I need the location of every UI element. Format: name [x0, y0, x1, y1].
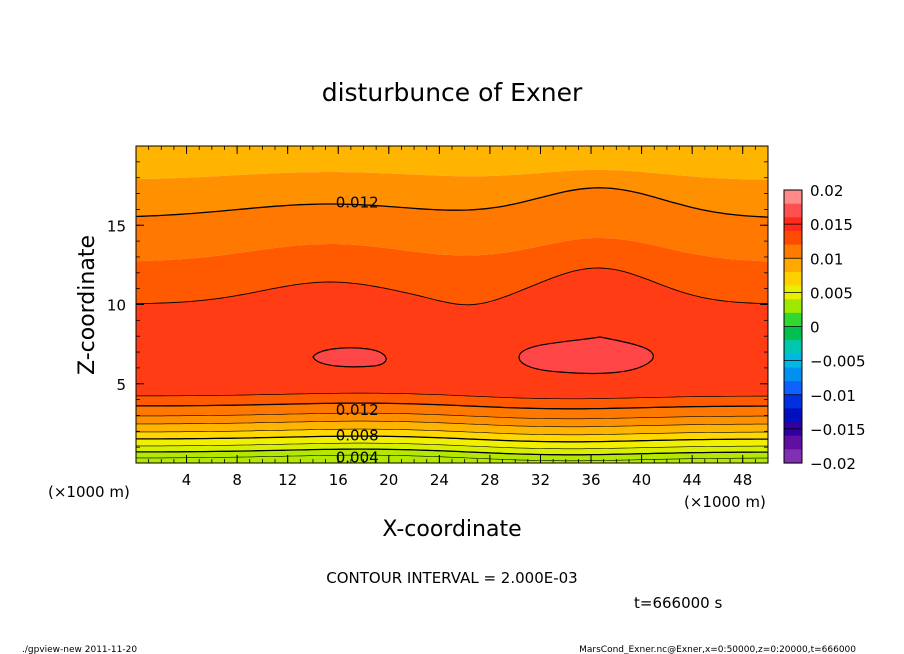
colorbar-label: −0.02 [810, 455, 856, 473]
contour-label: 0.004 [336, 449, 379, 467]
contour-line [136, 392, 768, 400]
colorbar-swatch [784, 408, 802, 423]
band-lower-amber [136, 421, 768, 435]
footer-right: MarsCond_Exner.nc@Exner,x=0:50000,z=0:20… [579, 645, 856, 654]
band-dark-orange [136, 187, 768, 262]
colorbar-swatch [784, 435, 802, 450]
x-axis: 4 8 12 16 20 24 28 32 36 40 44 48 [148, 146, 756, 489]
x-unit-label: (×1000 m) [684, 493, 766, 511]
contour-label: 0.008 [336, 426, 379, 444]
y-axis-title: Z-coordinate [75, 235, 100, 375]
band-orange-red [136, 238, 768, 305]
colorbar-label: 0.01 [810, 250, 843, 268]
colorbar-swatch [784, 312, 802, 328]
x-tick-label: 24 [430, 471, 449, 489]
x-tick-label: 32 [531, 471, 550, 489]
high-cell-right [518, 336, 654, 375]
colorbar-swatch [784, 271, 802, 287]
colorbar-swatch [784, 299, 802, 314]
colorbar-swatch [784, 394, 802, 409]
contour-labels: 0.012 0.012 0.008 0.004 [336, 193, 379, 467]
x-tick-label: 28 [480, 471, 499, 489]
x-tick-label: 16 [329, 471, 348, 489]
x-tick-label: 44 [683, 471, 702, 489]
high-cell-left [312, 347, 387, 368]
colorbar-swatch [784, 326, 802, 341]
contour-line [136, 187, 768, 218]
band-lower-orange [136, 413, 768, 427]
colorbar-label: −0.01 [810, 387, 856, 405]
colorbar-swatch [784, 367, 802, 382]
contour-line [136, 448, 768, 456]
x-tick-label: 48 [733, 471, 752, 489]
band-lime [136, 449, 768, 463]
contour-line [136, 442, 768, 450]
band-yellow-green [136, 443, 768, 455]
y-axis: 5 10 15 [107, 161, 768, 448]
colorbar: 0.02 0.015 0.01 0.005 0 −0.005 −0.01 −0.015 −0.0… [783, 182, 866, 473]
y-tick-label: 5 [116, 376, 126, 394]
colorbar-label: 0.02 [810, 182, 843, 200]
colorbar-label: −0.005 [810, 353, 866, 371]
x-tick-label: 8 [232, 471, 242, 489]
contour-label: 0.012 [336, 401, 379, 419]
footer-left: ./gpview-new 2011-11-20 [22, 645, 137, 654]
colorbar-swatch [784, 381, 802, 396]
x-tick-label: 4 [182, 471, 192, 489]
colorbar-label: 0 [810, 319, 820, 337]
colorbar-swatch [784, 258, 802, 273]
colorbar-swatch [784, 230, 802, 246]
band-lower-dark-orange [136, 403, 768, 419]
contour-line [136, 412, 768, 420]
chart-title: disturbunce of Exner [322, 78, 583, 107]
colorbar-swatch [784, 244, 802, 259]
contour-lines [136, 187, 768, 462]
colorbar-swatch [784, 449, 802, 464]
x-tick-label: 20 [379, 471, 398, 489]
colorbar-label: 0.015 [810, 216, 853, 234]
contour-line [136, 428, 768, 436]
band-top-amber [136, 146, 768, 180]
contour-label: 0.012 [336, 193, 379, 211]
x-tick-label: 40 [632, 471, 651, 489]
y-tick-label: 10 [107, 297, 126, 315]
time-stamp: t=666000 s [634, 594, 722, 612]
contour-bands [136, 146, 768, 463]
contour-line [136, 402, 768, 410]
band-gold [136, 429, 768, 442]
band-yellow [136, 436, 768, 449]
contour-line [136, 267, 768, 306]
contour-line [136, 420, 768, 428]
contour-line [136, 435, 768, 443]
contour-interval-note: CONTOUR INTERVAL = 2.000E-03 [326, 569, 577, 587]
colorbar-swatch [784, 340, 802, 355]
contour-line [136, 454, 768, 462]
x-axis-title: X-coordinate [382, 517, 521, 542]
y-tick-label: 15 [107, 217, 126, 235]
y-unit-label: (×1000 m) [48, 483, 130, 501]
colorbar-swatch [784, 190, 802, 205]
colorbar-swatch [784, 203, 802, 218]
x-tick-label: 12 [278, 471, 297, 489]
colorbar-label: −0.015 [810, 421, 866, 439]
x-tick-label: 36 [581, 471, 600, 489]
band-orange [136, 169, 768, 218]
colorbar-label: 0.005 [810, 284, 853, 302]
band-lower-orange-red [136, 393, 768, 409]
